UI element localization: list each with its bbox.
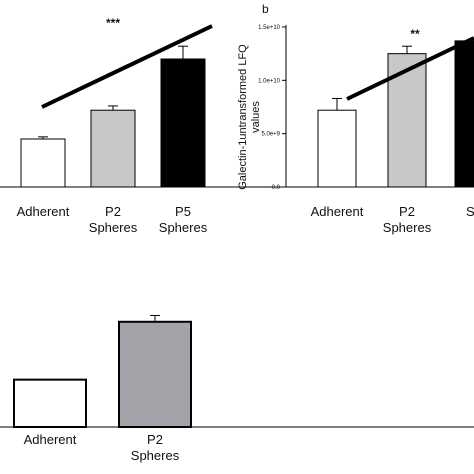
panel-b-category-label-2: Sp — [466, 204, 474, 219]
panel-b-ytick-label: 1.5e+10 — [258, 25, 281, 31]
panel-b-ytick-label: 5.0e+9 — [261, 132, 280, 138]
panel-b-ytick-label: 0.0 — [272, 185, 281, 191]
panel-b-significance: ** — [410, 27, 420, 41]
panel-a-trend-line — [41, 24, 213, 109]
panel-a-bar-1 — [90, 109, 136, 188]
panel-b-bar-1 — [387, 53, 427, 188]
panel-c-category-label-0: Adherent — [24, 432, 77, 447]
panel-a-category-label-0: Adherent — [17, 204, 70, 219]
panel-b-bar-0 — [317, 109, 357, 188]
panel-b-label: b — [262, 2, 269, 16]
panel-b-ytick-label: 1.0e+10 — [258, 78, 281, 84]
panel-a-category-label-1: P2 Spheres — [89, 204, 138, 235]
panel-a-category-label-2: P5 Spheres — [159, 204, 208, 235]
panel-b-category-label-0: Adherent — [311, 204, 364, 219]
panel-b-category-label-1: P2 Spheres — [383, 204, 432, 235]
panel-a-bar-0 — [20, 138, 66, 188]
panel-b-ylabel: Galectin-1untransformed LFQvalues — [237, 44, 262, 190]
panel-c-category-label-1: P2 Spheres — [131, 432, 180, 463]
panel-a-significance: *** — [106, 16, 120, 30]
panel-c-bar-1 — [118, 320, 192, 429]
panel-c-bar-0 — [13, 378, 87, 428]
panel-b-trend-line — [346, 36, 474, 101]
panel-a-bar-2 — [160, 58, 206, 188]
panel-b-bar-2 — [454, 40, 474, 188]
